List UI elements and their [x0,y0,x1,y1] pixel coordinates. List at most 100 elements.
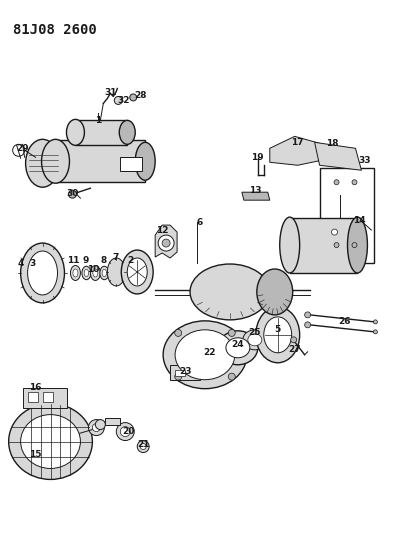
Text: 21: 21 [137,440,149,449]
Text: 31: 31 [104,88,117,97]
Circle shape [175,329,182,336]
Text: 18: 18 [326,139,339,148]
Text: 19: 19 [252,153,264,162]
Circle shape [120,426,130,437]
Ellipse shape [28,251,58,295]
Text: 20: 20 [122,427,134,436]
Text: 11: 11 [67,255,80,264]
Text: 4: 4 [17,259,24,268]
Ellipse shape [21,243,64,303]
Ellipse shape [102,269,107,277]
Circle shape [130,94,137,101]
Ellipse shape [82,266,91,280]
Text: 28: 28 [134,91,147,100]
Polygon shape [155,225,177,258]
Circle shape [334,243,339,247]
Polygon shape [242,192,270,200]
Ellipse shape [218,331,258,365]
Text: 12: 12 [156,225,168,235]
Ellipse shape [119,120,135,144]
Text: 23: 23 [179,367,191,376]
Circle shape [116,423,134,441]
Circle shape [305,312,311,318]
Ellipse shape [70,265,81,280]
Circle shape [13,144,25,156]
Ellipse shape [256,307,300,363]
Ellipse shape [347,217,367,273]
Text: 25: 25 [249,328,261,337]
Text: 9: 9 [82,255,89,264]
Ellipse shape [100,266,109,280]
Bar [28,392,38,402]
Text: 22: 22 [204,348,216,357]
Text: 3: 3 [30,259,36,268]
Ellipse shape [264,317,292,353]
Circle shape [137,441,149,453]
Text: 26: 26 [338,317,351,326]
Text: 5: 5 [275,325,281,334]
Ellipse shape [26,139,60,187]
Circle shape [140,443,146,449]
Text: 8: 8 [100,255,107,264]
Ellipse shape [175,330,235,379]
Polygon shape [270,136,322,165]
Circle shape [228,373,235,380]
Text: 1: 1 [95,116,102,125]
Polygon shape [105,417,120,425]
Ellipse shape [93,269,98,277]
Text: 7: 7 [112,253,119,262]
Text: 29: 29 [16,144,29,153]
Polygon shape [315,142,361,170]
Circle shape [352,180,357,185]
Ellipse shape [73,269,78,277]
Circle shape [373,330,377,334]
Ellipse shape [84,269,89,277]
Polygon shape [170,365,200,379]
Ellipse shape [243,330,267,350]
Circle shape [162,239,170,247]
Circle shape [68,190,77,198]
Text: 32: 32 [117,96,130,105]
Circle shape [305,322,311,328]
Circle shape [95,419,105,430]
Text: 6: 6 [197,217,203,227]
Ellipse shape [9,403,92,480]
Bar [175,370,185,376]
Circle shape [352,243,357,247]
Bar [43,392,53,402]
Text: 10: 10 [87,265,100,274]
Text: 24: 24 [232,340,244,349]
Bar [23,387,68,408]
Ellipse shape [21,415,81,469]
Circle shape [114,96,122,104]
Circle shape [175,373,182,380]
Ellipse shape [90,265,100,280]
Ellipse shape [135,142,155,180]
Ellipse shape [226,338,250,358]
Bar [120,157,142,171]
Text: 81J08 2600: 81J08 2600 [13,22,96,37]
Text: 30: 30 [66,189,79,198]
Bar [320,168,374,263]
Text: 13: 13 [249,185,261,195]
Text: 27: 27 [288,345,301,354]
Circle shape [373,320,377,324]
Ellipse shape [42,139,70,183]
Circle shape [334,180,339,185]
Text: 15: 15 [29,450,42,459]
Text: 33: 33 [358,156,371,165]
Text: 16: 16 [29,383,42,392]
Circle shape [158,235,174,251]
Bar [55,140,145,182]
Circle shape [88,419,104,435]
Ellipse shape [248,334,262,346]
Ellipse shape [190,264,270,320]
Ellipse shape [257,269,293,315]
Ellipse shape [280,217,300,273]
Ellipse shape [121,250,153,294]
Text: 2: 2 [127,255,133,264]
Circle shape [228,329,235,336]
Ellipse shape [107,258,125,286]
Circle shape [332,229,337,235]
Bar [290,218,358,273]
